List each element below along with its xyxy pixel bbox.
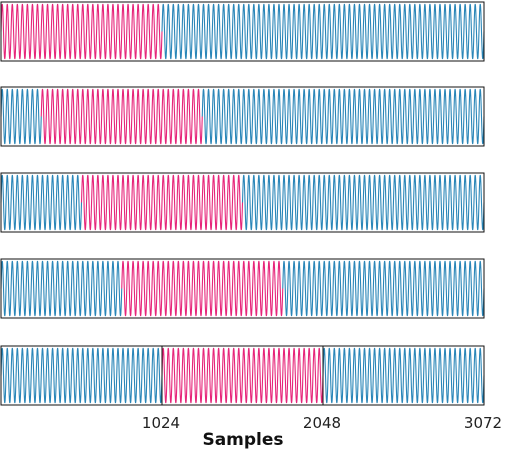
panel-3-frame [0,172,485,233]
x-tick-label-1024: 1024 [142,414,180,432]
panel-5-frame [0,345,485,406]
x-axis-label: Samples [202,430,283,450]
panel-5-signal-before [0,347,163,404]
x-tick-label-3072: 3072 [464,414,502,432]
panel-5-signal-after [322,347,485,404]
panel-3-signal-window [80,174,244,231]
panel-3-signal-after [241,174,485,231]
panels [0,1,485,406]
panel-2 [0,86,485,147]
panel-3-signal-before [0,174,83,231]
panel-1-signal-after [161,3,485,60]
panel-3 [0,172,485,233]
panel-4-signal-before [0,260,123,317]
panel-4 [0,258,485,319]
panel-2-signal-before [0,88,42,145]
panel-1 [0,1,485,62]
panel-1-frame [0,1,485,62]
panel-4-signal-window [121,260,284,317]
x-axis: 1024 2048 3072 Samples [142,414,502,450]
panel-1-signal-window [0,3,163,60]
panel-2-signal-after [201,88,485,145]
panel-5-signal-window [161,347,324,404]
panel-4-frame [0,258,485,319]
panel-4-signal-after [282,260,485,317]
x-tick-label-2048: 2048 [303,414,341,432]
panel-2-frame [0,86,485,147]
panel-5 [0,345,485,406]
panel-2-signal-window [40,88,203,145]
